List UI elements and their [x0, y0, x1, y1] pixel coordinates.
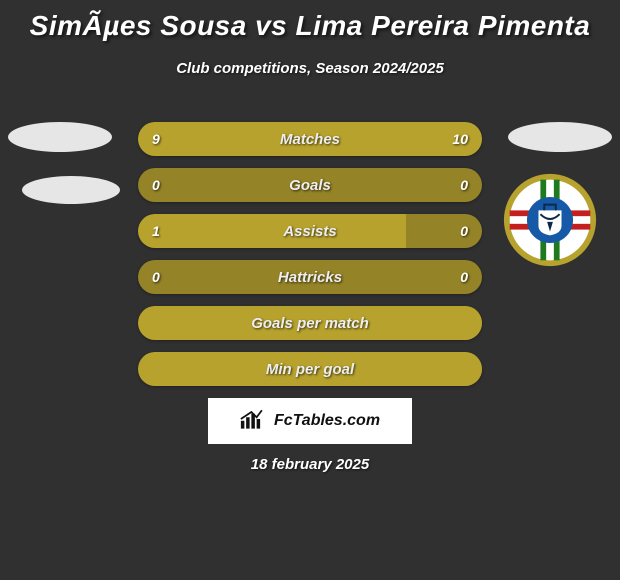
stat-label: Goals — [138, 168, 482, 202]
stat-row: Goals0 0 — [138, 168, 482, 202]
stat-value-right: 0 — [460, 168, 468, 202]
chart-icon — [240, 408, 268, 435]
stat-row: Hattricks0 0 — [138, 260, 482, 294]
left-club-logo-top — [8, 122, 112, 152]
stat-value-right: 0 — [460, 214, 468, 248]
stat-label: Hattricks — [138, 260, 482, 294]
right-club-logo-top — [508, 122, 612, 152]
stat-row: Assists1 0 — [138, 214, 482, 248]
stat-value-left: 9 — [152, 122, 160, 156]
stat-value-left: 0 — [152, 260, 160, 294]
stat-row: Min per goal — [138, 352, 482, 386]
stat-row: Matches9 10 — [138, 122, 482, 156]
stat-value-left: 0 — [152, 168, 160, 202]
stat-label: Min per goal — [138, 352, 482, 386]
stats-bars: Matches910Goals00Assists10Hattricks00Goa… — [138, 122, 482, 398]
branding-text: FcTables.com — [274, 412, 380, 430]
stat-value-right: 10 — [452, 122, 468, 156]
stat-label: Matches — [138, 122, 482, 156]
date-text: 18 february 2025 — [0, 456, 620, 473]
left-club-logo-bottom — [22, 176, 120, 204]
page-title: SimÃµes Sousa vs Lima Pereira Pimenta — [0, 0, 620, 42]
right-club-crest — [502, 172, 598, 268]
stat-label: Goals per match — [138, 306, 482, 340]
stat-label: Assists — [138, 214, 482, 248]
branding-plate: FcTables.com — [208, 398, 412, 444]
stat-value-right: 0 — [460, 260, 468, 294]
stat-row: Goals per match — [138, 306, 482, 340]
page-subtitle: Club competitions, Season 2024/2025 — [0, 60, 620, 77]
stat-value-left: 1 — [152, 214, 160, 248]
